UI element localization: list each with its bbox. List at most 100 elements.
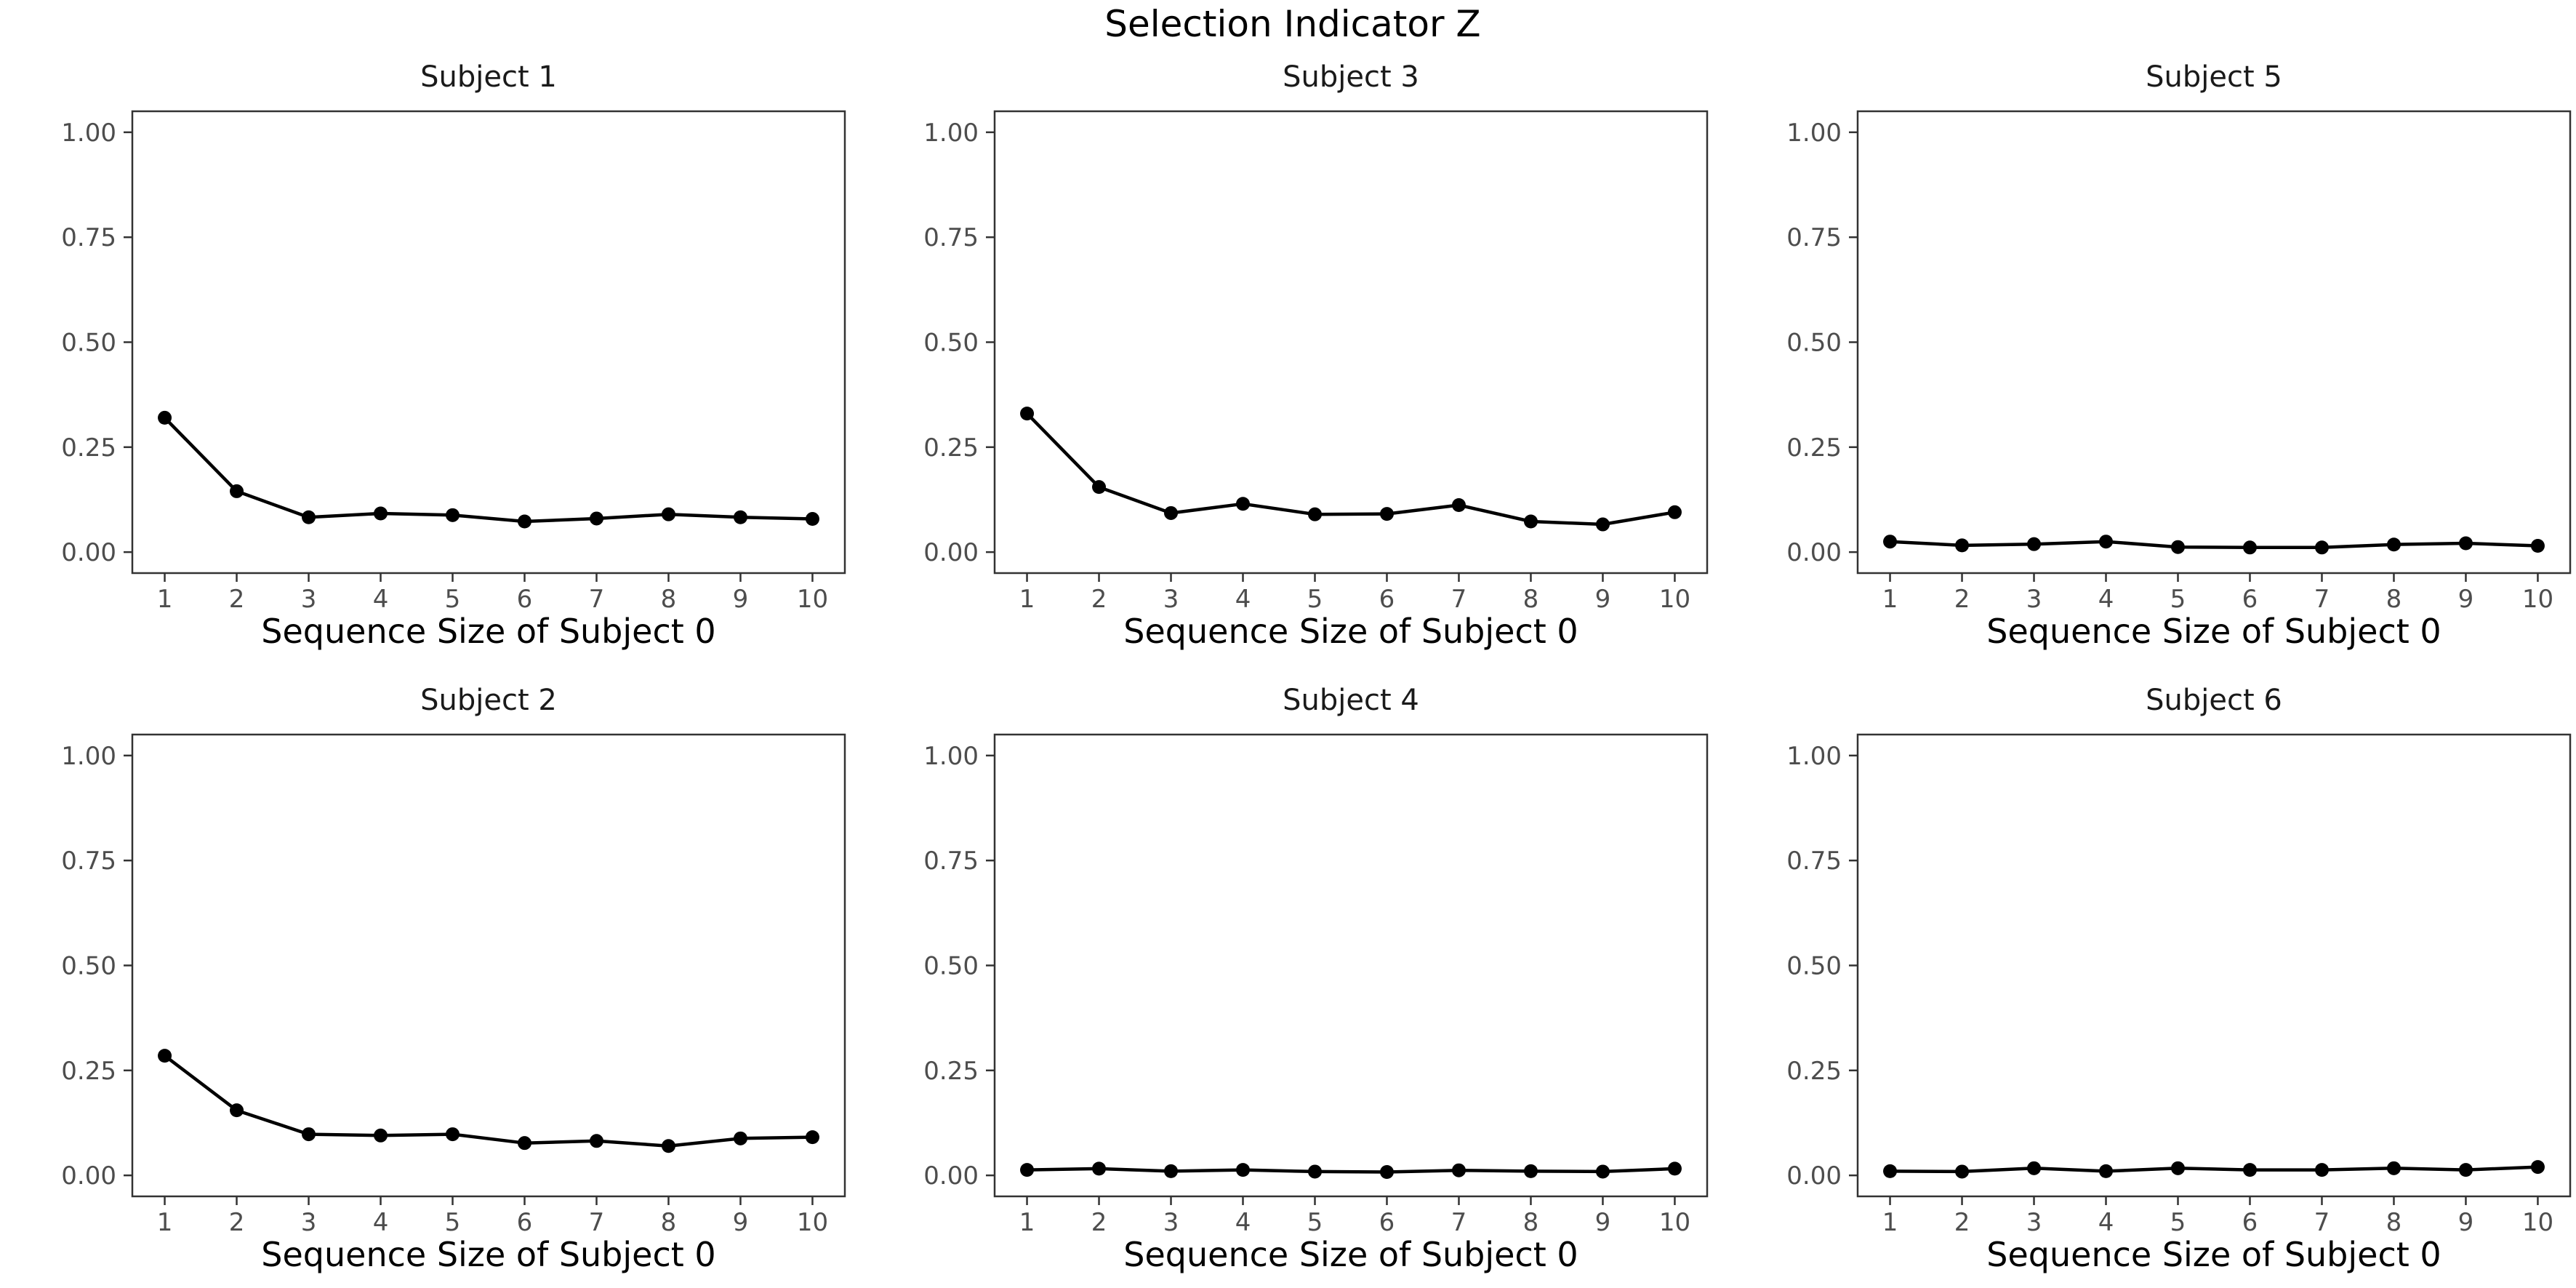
x-tick-label: 4: [1235, 585, 1251, 614]
data-point: [1667, 505, 1682, 519]
x-tick-label: 8: [1523, 1208, 1539, 1237]
series-line: [1890, 1165, 2538, 1174]
x-tick-label: 5: [1307, 585, 1323, 614]
x-tick-label: 7: [1451, 1208, 1467, 1237]
x-tick-label: 1: [1882, 1208, 1898, 1237]
series-line: [163, 416, 813, 524]
series-line: [1890, 540, 2538, 550]
y-tick-label: 0.75: [61, 223, 116, 252]
data-point: [589, 1134, 603, 1148]
data-point: [374, 506, 388, 521]
y-tick-label: 1.00: [61, 119, 116, 148]
x-tick-label: 4: [373, 585, 389, 614]
data-point: [1451, 1163, 1466, 1177]
panel-title: Subject 6: [2146, 684, 2282, 717]
x-tick-label: 5: [445, 585, 461, 614]
data-point: [2171, 1161, 2186, 1175]
data-point: [661, 507, 675, 521]
x-tick-label: 9: [733, 585, 749, 614]
data-point: [1667, 1161, 1682, 1176]
series-line: [1025, 412, 1675, 527]
data-point: [805, 1130, 819, 1145]
x-tick-label: 2: [229, 585, 245, 614]
x-tick-label: 7: [1451, 585, 1467, 614]
x-tick-label: 1: [1882, 585, 1898, 614]
y-tick-label: 0.25: [923, 1057, 979, 1086]
data-point: [1308, 507, 1323, 521]
y-tick-label: 0.75: [1786, 223, 1842, 252]
x-tick-label: 4: [373, 1208, 389, 1237]
data-point: [1092, 1161, 1107, 1176]
data-point: [589, 511, 603, 526]
x-tick-label: 5: [2170, 585, 2186, 614]
data-point: [1883, 535, 1898, 549]
data-point: [2099, 535, 2114, 549]
data-point: [661, 1139, 675, 1153]
x-tick-label: 6: [517, 1208, 533, 1237]
x-tick-label: 10: [797, 1208, 828, 1237]
data-point: [2027, 1161, 2042, 1175]
x-tick-label: 3: [1163, 585, 1179, 614]
x-tick-label: 8: [2386, 1208, 2402, 1237]
panel-border: [131, 733, 846, 1198]
data-point: [2458, 536, 2473, 551]
data-point: [446, 508, 460, 522]
x-tick-label: 2: [1091, 1208, 1107, 1237]
x-tick-label: 3: [301, 1208, 317, 1237]
x-tick-label: 7: [589, 585, 605, 614]
data-point: [2314, 1163, 2329, 1177]
panel-3: Subject 5 0.00 0.25 0.50 0.75 1.00 1 2 3 4 5 6 7 8 9 10…: [1786, 60, 2572, 651]
data-point: [1236, 497, 1251, 511]
x-tick-label: 3: [2026, 1208, 2042, 1237]
panel-border: [993, 733, 1709, 1198]
panel-title: Subject 5: [2146, 60, 2282, 94]
x-tick-label: 6: [2242, 585, 2258, 614]
y-tick-label: 0.25: [1786, 433, 1842, 463]
y-tick-label: 0.50: [923, 329, 979, 358]
data-point: [1379, 507, 1394, 521]
data-point: [1020, 1163, 1035, 1177]
x-tick-label: 2: [1091, 585, 1107, 614]
x-tick-label: 8: [2386, 585, 2402, 614]
data-point: [374, 1128, 388, 1143]
data-point: [2099, 1164, 2114, 1178]
data-point: [302, 510, 316, 524]
x-axis-label: Sequence Size of Subject 0: [261, 612, 715, 651]
data-point: [2530, 1160, 2545, 1175]
panel-title: Subject 4: [1283, 684, 1419, 717]
data-point: [517, 1136, 531, 1151]
x-axis-label: Sequence Size of Subject 0: [261, 1235, 715, 1274]
panel-title: Subject 3: [1283, 60, 1419, 94]
panel-title: Subject 2: [420, 684, 557, 717]
y-tick-label: 1.00: [1786, 742, 1842, 771]
data-point: [1164, 505, 1179, 520]
y-tick-label: 0.00: [61, 538, 116, 567]
x-tick-label: 4: [2098, 585, 2114, 614]
data-point: [2386, 537, 2401, 552]
x-tick-label: 2: [1954, 1208, 1970, 1237]
data-point: [1883, 1164, 1898, 1178]
data-point: [1020, 407, 1035, 421]
x-tick-label: 4: [2098, 1208, 2114, 1237]
y-tick-label: 1.00: [923, 742, 979, 771]
y-tick-label: 0.25: [923, 433, 979, 463]
x-tick-label: 7: [2314, 585, 2330, 614]
data-point: [1523, 1164, 1538, 1178]
x-tick-label: 1: [1019, 585, 1035, 614]
x-tick-label: 8: [661, 1208, 677, 1237]
y-tick-label: 0.50: [923, 952, 979, 981]
x-tick-label: 2: [229, 1208, 245, 1237]
x-tick-label: 2: [1954, 585, 1970, 614]
data-point: [1308, 1164, 1323, 1179]
x-tick-label: 9: [1595, 585, 1611, 614]
data-point: [2242, 1163, 2257, 1177]
data-point: [733, 1131, 747, 1145]
data-point: [158, 1049, 172, 1063]
data-point: [230, 1103, 244, 1118]
panel-border: [1856, 110, 2572, 575]
x-tick-label: 6: [517, 585, 533, 614]
y-tick-label: 0.75: [923, 847, 979, 876]
x-tick-label: 10: [2522, 585, 2553, 614]
y-tick-label: 0.75: [923, 223, 979, 252]
